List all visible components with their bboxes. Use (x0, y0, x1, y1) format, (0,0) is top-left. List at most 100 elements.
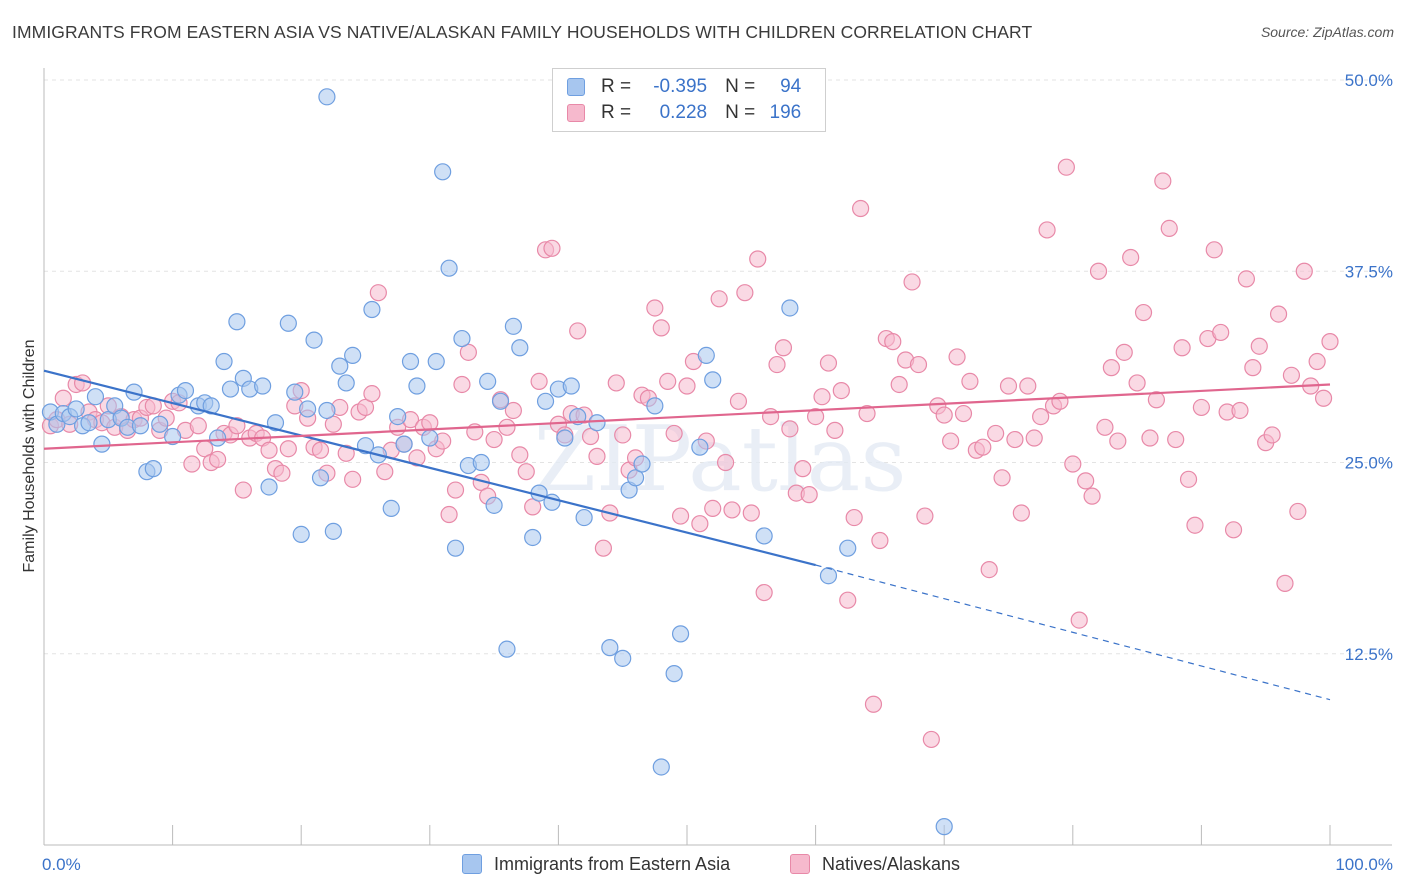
y-axis-label: Family Households with Children (21, 340, 38, 573)
immigrants-point (479, 372, 497, 391)
immigrants-point (395, 435, 413, 453)
natives-point (337, 444, 355, 462)
natives-point (710, 290, 728, 308)
natives-point (569, 322, 587, 340)
natives-point (974, 438, 992, 456)
y-tick-label: 12.5% (1345, 645, 1393, 664)
natives-trend-line (43, 383, 1331, 450)
natives-point (1147, 391, 1165, 409)
immigrants-point (440, 259, 458, 277)
x-tick-max: 100.0% (1335, 855, 1393, 874)
immigrants-point (260, 478, 278, 496)
immigrants-point (562, 377, 580, 395)
bottom-legend-swatch-blue (462, 854, 482, 874)
immigrants-point (652, 758, 670, 776)
immigrants-point (491, 392, 510, 410)
natives-point (755, 583, 773, 602)
natives-point (1025, 429, 1043, 447)
immigrants-point (363, 300, 381, 319)
natives-point (980, 560, 998, 579)
immigrants-point (691, 438, 709, 456)
natives-point (858, 404, 876, 423)
natives-point (659, 372, 677, 391)
natives-point (1102, 359, 1120, 377)
bottom-legend-swatch-pink (790, 854, 810, 874)
immigrants-point (254, 377, 272, 395)
immigrants-point (86, 388, 105, 406)
natives-point (614, 426, 632, 444)
natives-point (646, 299, 664, 317)
natives-point (1096, 418, 1114, 436)
natives-point (1115, 343, 1133, 361)
natives-point (1012, 504, 1030, 522)
natives-point (1057, 158, 1075, 176)
immigrants-point (697, 346, 715, 364)
natives-point (774, 339, 793, 357)
natives-point (356, 398, 375, 417)
immigrants-point (401, 352, 420, 371)
bottom-legend-natives: Natives/Alaskans (790, 852, 960, 876)
natives-point (54, 389, 72, 407)
natives-point (363, 385, 381, 403)
natives-point (504, 401, 522, 420)
legend-swatch-pink (567, 104, 585, 122)
natives-point (1109, 432, 1127, 450)
natives-point (794, 460, 812, 478)
natives-point (806, 408, 825, 426)
immigrants-point (633, 455, 651, 473)
y-tick-label: 37.5% (1345, 262, 1393, 281)
immigrants-point (318, 401, 336, 420)
immigrants-point (556, 429, 574, 447)
natives-point (1231, 401, 1249, 420)
immigrants-point (511, 339, 529, 357)
natives-point (948, 348, 966, 366)
immigrants-point (504, 317, 522, 335)
natives-point (704, 499, 722, 517)
natives-point (819, 354, 838, 372)
natives-point (1070, 611, 1088, 629)
legend-swatch-blue (567, 78, 585, 96)
natives-point (376, 463, 394, 481)
immigrants-point (131, 417, 150, 435)
immigrants-point (337, 374, 355, 392)
natives-point (1128, 374, 1146, 392)
natives-point (1019, 377, 1037, 395)
natives-point (530, 372, 548, 391)
immigrants-point (839, 539, 857, 557)
natives-point (871, 531, 889, 550)
natives-point (723, 501, 741, 519)
natives-point (209, 450, 227, 469)
natives-point (922, 730, 940, 749)
natives-point (369, 284, 387, 302)
natives-point (852, 199, 870, 218)
immigrants-point (569, 408, 587, 426)
natives-point (1308, 352, 1326, 371)
natives-point (234, 481, 252, 499)
natives-point (890, 375, 908, 394)
natives-point (1263, 426, 1281, 444)
natives-point (324, 415, 342, 433)
natives-point (671, 507, 690, 525)
natives-point (935, 406, 953, 424)
natives-point (1154, 172, 1172, 190)
immigrants-point (311, 469, 330, 487)
immigrants-point (324, 522, 342, 540)
immigrants-point (93, 435, 111, 453)
natives-point (1179, 470, 1198, 488)
x-tick-min: 0.0% (42, 855, 81, 874)
correlation-legend: R = -0.395 N = 94 R = 0.228 N = 196 (552, 68, 826, 132)
natives-point (729, 392, 748, 410)
natives-point (1244, 359, 1262, 377)
immigrants-point (305, 331, 323, 349)
natives-point (440, 505, 458, 524)
immigrants-point (144, 460, 162, 478)
immigrants-point (228, 313, 246, 331)
natives-point (954, 404, 973, 423)
natives-point (761, 408, 780, 426)
natives-point (1077, 472, 1095, 490)
natives-point (446, 481, 465, 499)
immigrants-series (41, 88, 953, 836)
natives-series (41, 158, 1339, 749)
natives-point (1192, 398, 1211, 417)
natives-point (1051, 392, 1069, 410)
